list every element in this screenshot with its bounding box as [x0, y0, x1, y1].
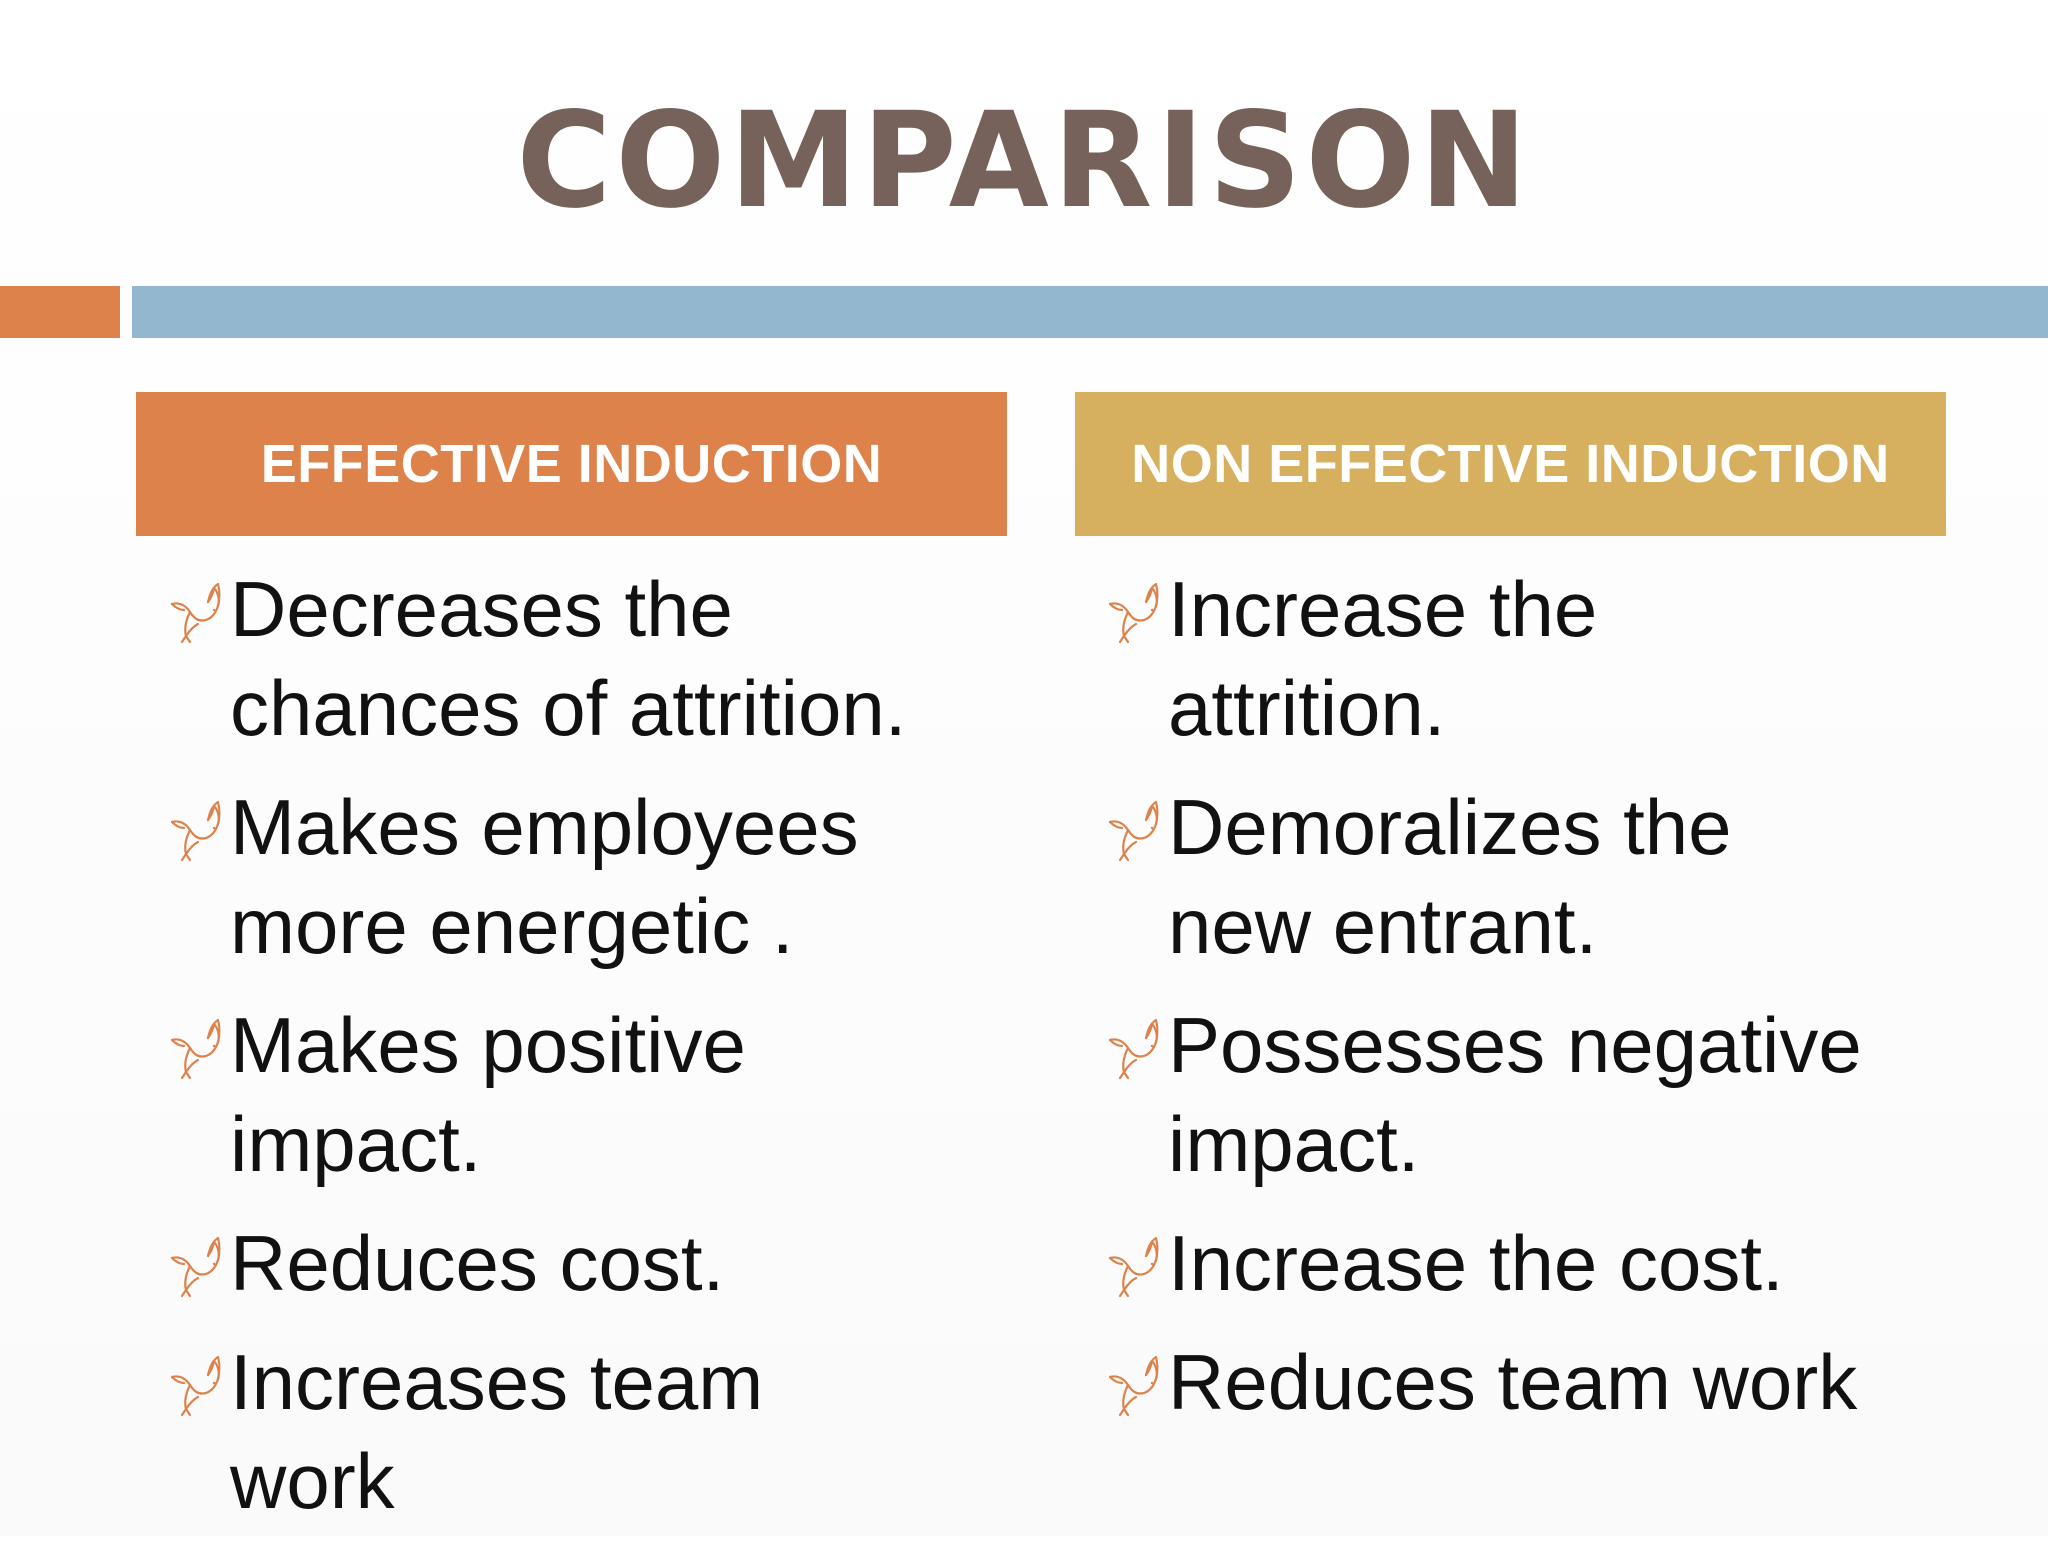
list-item-text: Increase the attrition. — [1168, 565, 1598, 752]
header-non-effective-induction: NON EFFECTIVE INDUCTION — [1075, 392, 1946, 536]
dove-icon — [1106, 1232, 1164, 1298]
title-underline-bar — [132, 286, 2048, 338]
list-item: Increase the cost. — [1106, 1214, 2006, 1313]
dove-icon — [1106, 1351, 1164, 1417]
list-item-text: Makes positive impact. — [230, 1001, 746, 1188]
dove-icon — [168, 1014, 226, 1080]
dove-icon — [1106, 578, 1164, 644]
list-item-text: Decreases the chances of attrition. — [230, 565, 907, 752]
list-item-text: Reduces cost. — [230, 1219, 725, 1307]
list-item-text: Demoralizes the new entrant. — [1168, 783, 1732, 970]
list-item: Demoralizes the new entrant. — [1106, 778, 2006, 976]
list-item: Increases team work — [168, 1333, 1008, 1531]
list-item: Reduces team work — [1106, 1333, 2006, 1432]
list-item: Possesses negative impact. — [1106, 996, 2006, 1194]
list-item: Makes employees more energetic . — [168, 778, 1008, 976]
list-item: Decreases the chances of attrition. — [168, 560, 1008, 758]
dove-icon — [1106, 1014, 1164, 1080]
dove-icon — [168, 1232, 226, 1298]
title-underline-accent — [0, 286, 120, 338]
list-item: Increase the attrition. — [1106, 560, 2006, 758]
dove-icon — [1106, 796, 1164, 862]
list-item-text: Possesses negative impact. — [1168, 1001, 1862, 1188]
dove-icon — [168, 578, 226, 644]
header-effective-induction: EFFECTIVE INDUCTION — [136, 392, 1007, 536]
slide-title: COMPARISON — [516, 84, 1532, 238]
list-item-text: Increases team work — [230, 1338, 764, 1525]
header-non-effective-induction-label: NON EFFECTIVE INDUCTION — [1131, 434, 1890, 494]
list-item: Reduces cost. — [168, 1214, 1008, 1313]
dove-icon — [168, 796, 226, 862]
dove-icon — [168, 1351, 226, 1417]
list-item-text: Reduces team work — [1168, 1338, 1858, 1426]
non-effective-induction-list: Increase the attrition. Demoralizes the … — [1106, 560, 2006, 1452]
header-effective-induction-label: EFFECTIVE INDUCTION — [260, 434, 883, 494]
list-item-text: Makes employees more energetic . — [230, 783, 859, 970]
list-item-text: Increase the cost. — [1168, 1219, 1784, 1307]
effective-induction-list: Decreases the chances of attrition. Make… — [168, 560, 1008, 1551]
list-item: Makes positive impact. — [168, 996, 1008, 1194]
